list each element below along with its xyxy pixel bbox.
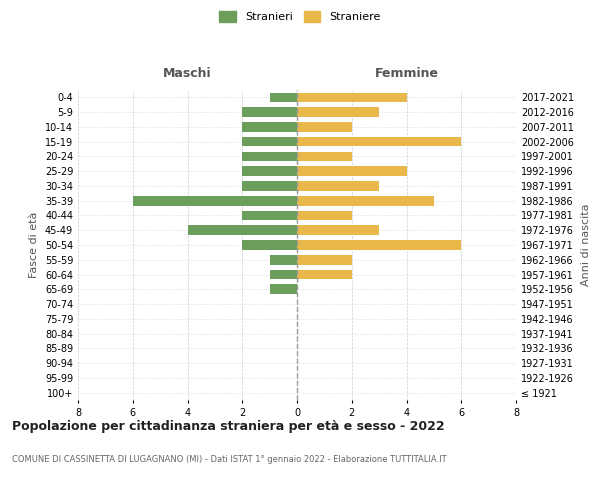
Bar [297, 240, 461, 250]
Bar [242, 240, 297, 250]
Bar [133, 196, 297, 205]
Bar [242, 181, 297, 190]
Bar [297, 210, 352, 220]
Text: COMUNE DI CASSINETTA DI LUGAGNANO (MI) - Dati ISTAT 1° gennaio 2022 - Elaborazio: COMUNE DI CASSINETTA DI LUGAGNANO (MI) -… [12, 455, 446, 464]
Bar [297, 137, 461, 146]
Bar [297, 92, 407, 102]
Bar [242, 122, 297, 132]
Bar [242, 108, 297, 117]
Bar [187, 226, 297, 235]
Bar [297, 196, 434, 205]
Bar [269, 92, 297, 102]
Bar [297, 166, 407, 176]
Y-axis label: Fasce di età: Fasce di età [29, 212, 39, 278]
Bar [269, 270, 297, 280]
Text: Femmine: Femmine [374, 66, 439, 80]
Bar [297, 181, 379, 190]
Bar [297, 270, 352, 280]
Bar [269, 284, 297, 294]
Bar [242, 152, 297, 161]
Bar [297, 152, 352, 161]
Text: Popolazione per cittadinanza straniera per età e sesso - 2022: Popolazione per cittadinanza straniera p… [12, 420, 445, 433]
Bar [297, 255, 352, 264]
Text: Maschi: Maschi [163, 66, 212, 80]
Bar [297, 226, 379, 235]
Bar [269, 255, 297, 264]
Legend: Stranieri, Straniere: Stranieri, Straniere [219, 10, 381, 22]
Bar [242, 137, 297, 146]
Bar [242, 210, 297, 220]
Bar [297, 122, 352, 132]
Bar [242, 166, 297, 176]
Bar [297, 108, 379, 117]
Y-axis label: Anni di nascita: Anni di nascita [581, 204, 591, 286]
